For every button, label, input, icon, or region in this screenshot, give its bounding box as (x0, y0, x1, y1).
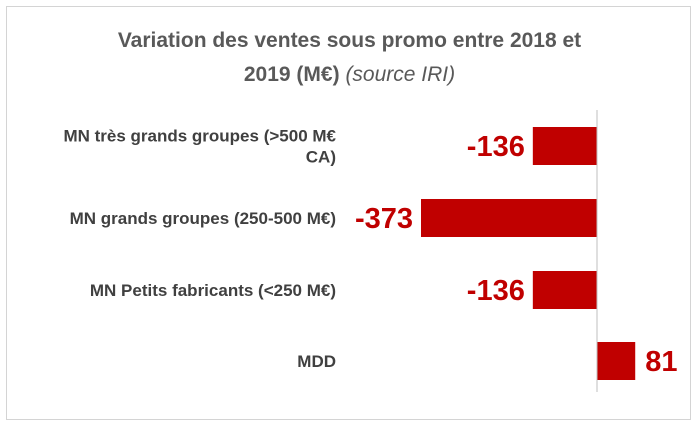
value-label-2: -136 (467, 275, 525, 307)
chart-title-line-2: 2019 (M€) (source IRI) (0, 58, 699, 92)
value-label-1: -373 (355, 203, 413, 235)
chart-title-source: (source IRI) (345, 63, 456, 86)
labels-layer: -136 MN très grands groupes (>500 M€ CA) -3… (63, 127, 677, 379)
category-label-1-line-0: MN grands groupes (250-500 M€) (70, 209, 336, 228)
bars-layer (421, 127, 636, 380)
category-label-0-line-1: CA) (306, 148, 336, 167)
category-label-3-line-0: MDD (297, 352, 336, 371)
value-label-0: -136 (467, 131, 525, 163)
bar-3 (597, 342, 636, 380)
category-label-0: MN très grands groupes (>500 M€ CA) (63, 127, 336, 167)
bar-0 (532, 127, 597, 165)
chart-title-unit: 2019 (M€) (243, 63, 340, 86)
category-label-3: MDD (297, 352, 336, 371)
category-label-2: MN Petits fabricants (<250 M€) (90, 281, 336, 300)
category-label-0-line-0: MN très grands groupes (>500 M€ (63, 127, 336, 146)
bar-2 (532, 271, 597, 309)
bar-1 (421, 199, 597, 237)
category-label-2-line-0: MN Petits fabricants (<250 M€) (90, 281, 336, 300)
value-label-3: 81 (645, 346, 677, 378)
chart-title: Variation des ventes sous promo entre 20… (0, 24, 699, 92)
category-label-1: MN grands groupes (250-500 M€) (70, 209, 336, 228)
chart-title-line-1: Variation des ventes sous promo entre 20… (117, 29, 582, 52)
